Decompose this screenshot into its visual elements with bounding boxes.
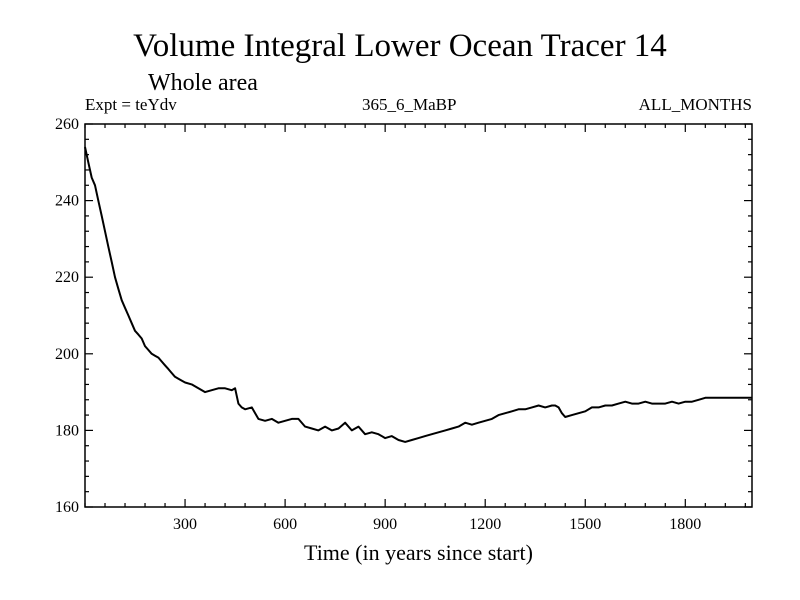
x-axis-label: Time (in years since start) bbox=[304, 540, 533, 565]
y-tick-label: 240 bbox=[55, 193, 79, 210]
series-line bbox=[84, 146, 752, 443]
x-tick-label: 300 bbox=[173, 516, 197, 533]
y-tick-label: 220 bbox=[55, 269, 79, 286]
series-group bbox=[84, 146, 752, 443]
y-tick-label: 260 bbox=[55, 116, 79, 133]
chart-title: Volume Integral Lower Ocean Tracer 14 bbox=[133, 28, 667, 64]
y-tick-label: 200 bbox=[55, 346, 79, 363]
x-tick-label: 600 bbox=[273, 516, 297, 533]
x-tick-label: 1200 bbox=[469, 516, 501, 533]
experiment-label: Expt = teYdv bbox=[85, 95, 177, 114]
y-axis: 160 180 200 220 240 260 bbox=[55, 116, 752, 516]
x-tick-label: 1800 bbox=[669, 516, 701, 533]
months-label: ALL_MONTHS bbox=[638, 95, 752, 114]
y-tick-label: 180 bbox=[55, 422, 79, 439]
period-label: 365_6_MaBP bbox=[362, 95, 457, 114]
x-tick-label: 1500 bbox=[569, 516, 601, 533]
x-axis: 300 600 900 1200 1500 1800 bbox=[84, 124, 746, 533]
y-tick-label: 160 bbox=[55, 499, 79, 516]
plot-frame bbox=[84, 123, 753, 508]
chart-subtitle: Whole area bbox=[148, 70, 258, 96]
x-tick-label: 900 bbox=[373, 516, 397, 533]
